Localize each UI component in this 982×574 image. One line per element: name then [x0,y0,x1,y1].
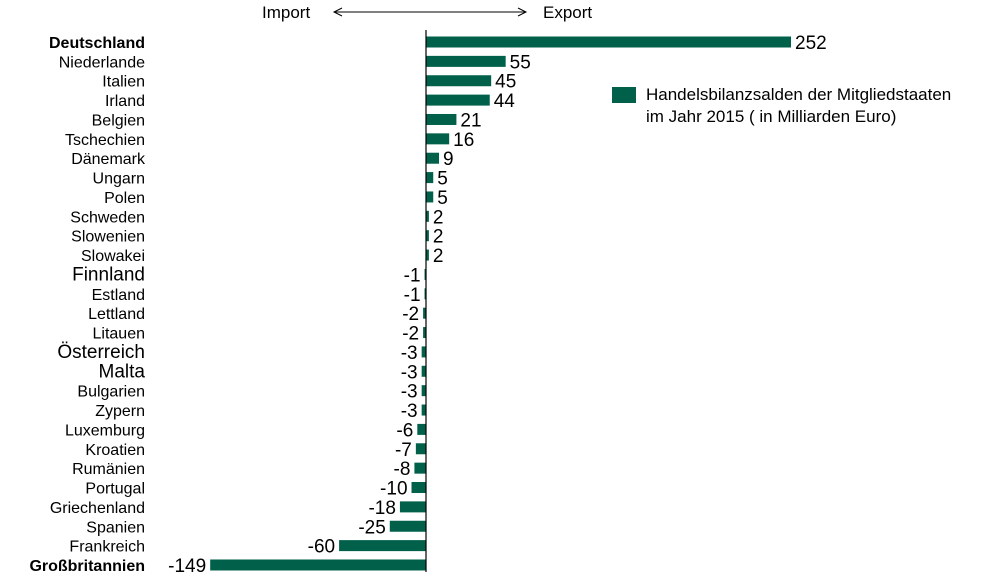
value-label: -3 [401,343,418,364]
value-label: 5 [437,188,448,209]
value-label: 55 [510,52,531,73]
legend-line-2: im Jahr 2015 ( in Milliarden Euro) [646,107,897,126]
category-label: Malta [99,361,146,382]
value-label: -1 [404,265,421,286]
value-label: -18 [368,498,395,519]
category-label: Ungarn [93,171,145,188]
legend-line-1: Handelsbilanzsalden der Mitgliedstaaten [646,85,952,104]
category-label: Großbritannien [29,558,145,574]
bar [421,404,426,416]
value-label: 45 [495,72,516,93]
bar [421,346,426,358]
category-label: Estland [92,287,145,304]
value-label: -2 [402,304,419,325]
value-label: -6 [396,420,413,441]
category-label: Deutschland [49,35,145,52]
category-label: Zypern [95,403,145,420]
bar [415,443,426,455]
category-label: Irland [105,93,145,110]
category-label: Luxemburg [65,422,145,439]
bar [423,327,426,339]
bar [421,365,426,377]
bar [414,462,426,474]
export-label: Export [543,3,593,22]
value-label: -2 [402,324,419,345]
bar [426,133,450,145]
bar [424,268,426,280]
value-label: 5 [437,169,448,190]
legend-text: Handelsbilanzsalden der Mitgliedstaaten … [646,84,951,128]
value-label: -10 [380,479,407,500]
bar [426,172,434,184]
category-label: Tschechien [65,132,145,149]
category-label: Kroatien [85,442,145,459]
value-label: -8 [394,459,411,480]
category-label: Slowakei [81,248,145,265]
bar [426,230,429,242]
bar [426,113,457,125]
import-label: Import [262,3,311,22]
category-label: Lettland [88,306,145,323]
category-label: Griechenland [50,500,145,517]
bar [417,423,426,435]
category-label: Finnland [72,264,145,285]
value-label: -3 [401,362,418,383]
category-label: Österreich [57,342,145,363]
category-label: Spanien [86,519,145,536]
value-label: -25 [358,517,385,538]
value-label: -7 [395,440,412,461]
value-label: 252 [795,33,827,54]
legend-swatch [612,87,636,103]
category-label: Dänemark [71,151,146,168]
category-label: Belgien [92,112,145,129]
value-label: 2 [433,207,444,228]
import-export-arrow [332,7,528,17]
bar [426,210,429,222]
category-label: Portugal [85,481,145,498]
category-label: Rumänien [72,461,145,478]
bar [389,520,426,532]
value-label: -1 [404,285,421,306]
category-label: Italien [102,74,145,91]
bar [339,540,426,552]
category-label: Polen [104,190,145,207]
bar [421,385,426,397]
value-label: -60 [308,537,335,558]
value-label: 2 [433,246,444,267]
category-label: Bulgarien [77,384,145,401]
category-label: Niederlande [59,54,145,71]
value-label: 21 [460,110,481,131]
bar [423,307,426,319]
bar [210,559,426,571]
bar [426,94,490,106]
category-label: Frankreich [69,539,145,556]
bar [426,191,434,203]
bar [426,249,429,261]
bar [424,288,426,300]
value-label: 9 [443,149,454,170]
bar [426,55,506,67]
value-label: 16 [453,130,474,151]
bar [426,36,791,48]
value-label: -149 [168,556,206,574]
value-label: 44 [494,91,516,112]
value-label: -3 [401,401,418,422]
bar [426,75,492,87]
category-label: Litauen [93,326,146,343]
bar [426,152,440,164]
category-label: Slowenien [71,229,145,246]
value-label: -3 [401,382,418,403]
bar [399,501,426,513]
value-label: 2 [433,227,444,248]
category-label: Schweden [70,209,145,226]
bar [411,482,426,494]
